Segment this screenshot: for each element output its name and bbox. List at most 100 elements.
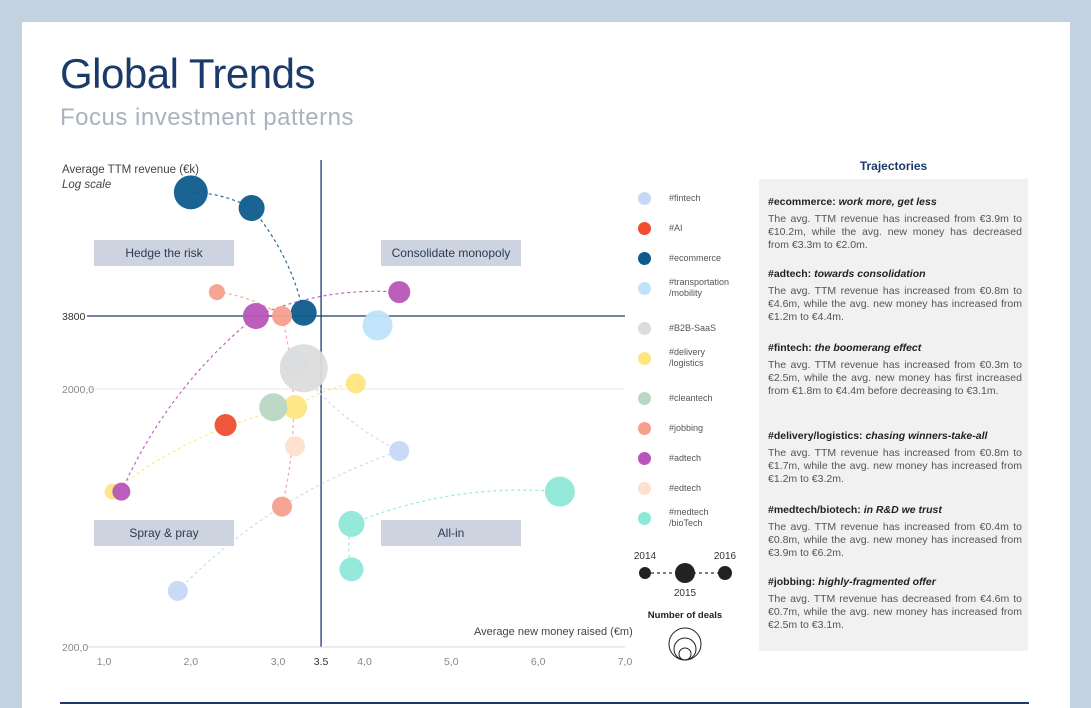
- trajectory-description: the boomerang effect: [814, 342, 922, 354]
- size-key-circle: [673, 637, 697, 661]
- quadrant-label: Spray & pray: [129, 526, 198, 540]
- trajectory-key-start: 2014: [634, 551, 657, 562]
- size-key-circle: [668, 627, 702, 661]
- trajectory-tag: #jobbing:: [768, 576, 819, 588]
- x-tick-label: 1,0: [97, 656, 112, 668]
- data-point: [238, 195, 265, 222]
- data-point: [279, 344, 328, 393]
- trajectory-heading: #jobbing: highly-fragmented offer: [768, 576, 1022, 588]
- quadrant-label: Consolidate monopoly: [392, 246, 511, 260]
- trajectory-body: The avg. TTM revenue has decreased from …: [768, 593, 1022, 631]
- x-tick-label: 3.5: [314, 656, 329, 668]
- trajectory-item: #ecommerce: work more, get less The avg. …: [768, 196, 1022, 252]
- legend-swatch: [638, 452, 651, 465]
- trajectory-description: towards consolidation: [814, 268, 926, 280]
- data-point: [290, 299, 317, 326]
- bottom-divider: [60, 702, 1029, 704]
- trajectory-key-end-dot: [718, 566, 732, 580]
- trajectory-heading: #fintech: the boomerang effect: [768, 342, 1022, 354]
- data-point: [339, 557, 364, 582]
- quadrant-box: [94, 520, 234, 546]
- quadrant-label: All-in: [438, 526, 465, 540]
- legend-label: #cleantech: [669, 393, 713, 403]
- y-axis-scale-note: Log scale: [62, 179, 111, 191]
- legend-label: #B2B-SaaS: [669, 323, 717, 333]
- trajectory-description: highly-fragmented offer: [818, 576, 936, 588]
- trajectory-body: The avg. TTM revenue has increased from …: [768, 521, 1022, 559]
- data-point: [338, 510, 365, 537]
- trajectory-line: [177, 363, 401, 592]
- legend-label: #AI: [669, 223, 683, 233]
- trajectory-tag: #medtech/biotech:: [768, 504, 864, 516]
- data-point: [242, 303, 269, 329]
- x-tick-label: 3,0: [271, 656, 286, 668]
- quadrant-label: Hedge the risk: [125, 246, 203, 260]
- legend-label: #fintech: [669, 193, 701, 203]
- data-point: [345, 373, 366, 394]
- trajectory-line: [348, 489, 560, 570]
- x-tick-label: 7,0: [618, 656, 633, 668]
- legend-swatch: [638, 422, 651, 435]
- trajectory-tag: #ecommerce:: [768, 196, 839, 208]
- size-key-label: Number of deals: [648, 610, 722, 621]
- legend-swatch: [638, 282, 651, 295]
- size-key-circle: [678, 647, 692, 661]
- legend-label: #edtech: [669, 483, 702, 493]
- data-point: [388, 281, 411, 304]
- trajectory-item: #adtech: towards consolidation The avg. T…: [768, 268, 1022, 324]
- quadrant-box: [381, 520, 521, 546]
- trajectory-item: #medtech/biotech: in R&D we trust The avg…: [768, 504, 1022, 560]
- trajectory-heading: #ecommerce: work more, get less: [768, 196, 1022, 208]
- x-tick-label: 6,0: [531, 656, 546, 668]
- trajectory-description: work more, get less: [838, 196, 937, 208]
- trajectory-item: #fintech: the boomerang effect The avg. T…: [768, 342, 1022, 398]
- x-tick-label: 2,0: [184, 656, 199, 668]
- trajectories-title: Trajectories: [859, 159, 928, 173]
- trajectory-item: #jobbing: highly-fragmented offer The avg…: [768, 576, 1022, 632]
- trajectory-heading: #adtech: towards consolidation: [768, 268, 1022, 280]
- trajectory-item: #delivery/logistics: chasing winners-tak…: [768, 430, 1022, 486]
- legend-label: #ecommerce: [669, 253, 722, 263]
- trajectory-body: The avg. TTM revenue has increased from …: [768, 447, 1022, 485]
- data-point: [283, 395, 308, 420]
- trajectory-line: [216, 291, 295, 507]
- legend-label: #adtech: [669, 453, 702, 463]
- trajectory-key-end: 2016: [714, 551, 737, 562]
- legend-swatch: [638, 252, 651, 265]
- trajectory-body: The avg. TTM revenue has increased from …: [768, 285, 1022, 323]
- data-point: [362, 310, 393, 341]
- scatter-chart: Average TTM revenue (€k) Log scale Average…: [62, 160, 737, 668]
- trajectories-panel: [759, 179, 1028, 651]
- legend-label: #delivery /logistics: [669, 347, 706, 368]
- legend-swatch: [638, 222, 651, 235]
- page-title: Global Trends: [60, 50, 315, 97]
- trajectory-key-middle-dot: [675, 563, 695, 583]
- x-axis-label: Average new money raised (€m): [474, 626, 633, 638]
- y-axis-label: Average TTM revenue (€k): [62, 164, 199, 176]
- x-tick-label: 4,0: [357, 656, 372, 668]
- data-point: [173, 175, 208, 210]
- y-tick-label: 2000,0: [62, 384, 94, 396]
- trajectory-body: The avg. TTM revenue has increased from …: [768, 359, 1022, 397]
- trajectory-heading: #medtech/biotech: in R&D we trust: [768, 504, 1022, 516]
- legend-label: #jobbing: [669, 423, 704, 433]
- data-point: [272, 306, 293, 326]
- data-point: [167, 580, 188, 601]
- trajectory-key-middle: 2015: [674, 588, 697, 599]
- trajectory-heading: #delivery/logistics: chasing winners-tak…: [768, 430, 1022, 442]
- legend-swatch: [638, 512, 651, 525]
- data-point: [272, 496, 293, 517]
- trajectory-body: The avg. TTM revenue has increased from …: [768, 213, 1022, 251]
- y-tick-label: 200,0: [62, 642, 88, 654]
- infographic-card: Global Trends Focus investment patterns …: [22, 22, 1070, 708]
- quadrant-box: [381, 240, 521, 266]
- data-point: [208, 284, 225, 301]
- trajectory-tag: #adtech:: [768, 268, 815, 280]
- data-point: [544, 476, 575, 507]
- data-point: [285, 436, 306, 457]
- legend-swatch: [638, 392, 651, 405]
- data-point: [112, 482, 131, 501]
- data-point: [389, 441, 410, 462]
- trajectory-description: chasing winners-take-all: [865, 430, 988, 442]
- trajectory-tag: #fintech:: [768, 342, 815, 354]
